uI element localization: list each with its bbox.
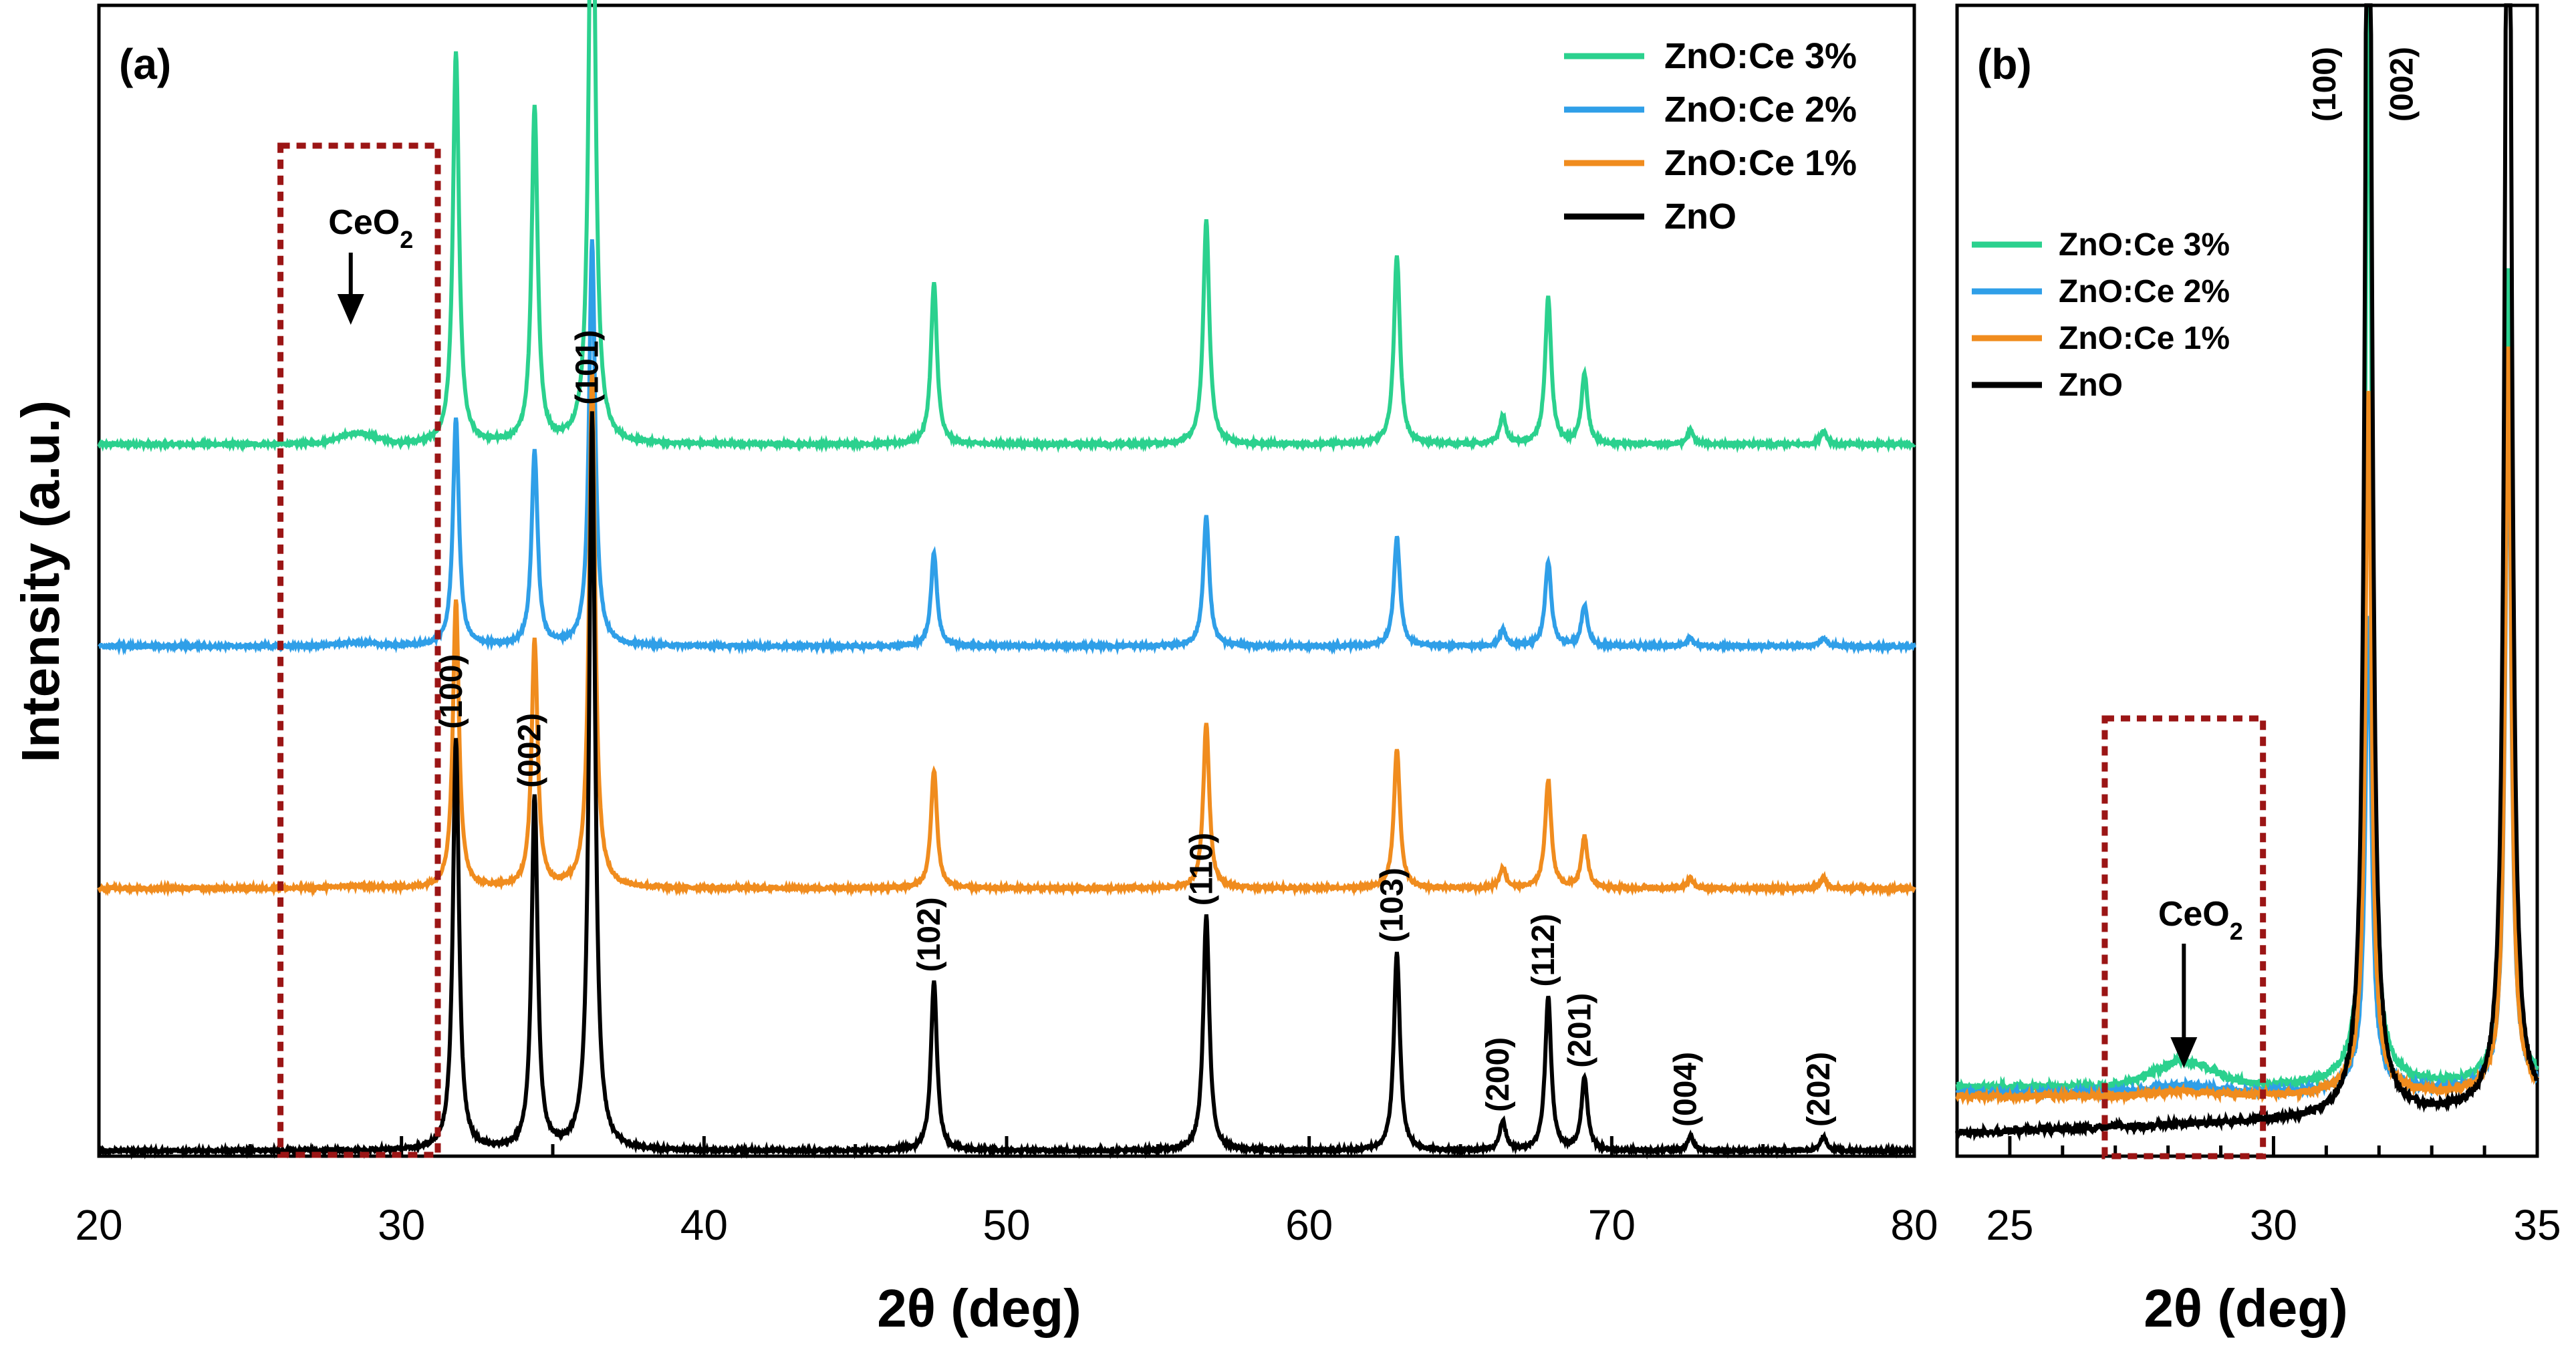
legend-a: ZnO:Ce 3% ZnO:Ce 2% ZnO:Ce 1% ZnO	[1564, 36, 1857, 237]
tick-label-a-20: 20	[75, 1201, 122, 1249]
panel-b-label: (b)	[1977, 40, 2032, 88]
ceo2-arrow-head-a	[337, 294, 364, 325]
panel-a-frame	[97, 3, 1916, 1158]
legend-b-label-3: ZnO	[2059, 368, 2123, 403]
peak-label-200: (200)	[1480, 1037, 1516, 1112]
ceo2-arrow-head-b	[2170, 1037, 2198, 1068]
panel-b-frame	[1955, 3, 2539, 1158]
trace-b-zno-ce-1-	[1955, 346, 2539, 1107]
peak-label-102: (102)	[912, 897, 947, 972]
peak-label-101: (101)	[570, 330, 606, 405]
x-axis-title-b: 2θ (deg)	[2144, 1278, 2347, 1338]
ceo2-label-b: CeO2	[2158, 895, 2243, 945]
trace-a-zno-ce-3-	[97, 0, 1916, 454]
ceo2-label-a: CeO2	[328, 203, 413, 253]
tick-label-a-40: 40	[680, 1201, 728, 1249]
peak-label-b-100: (100)	[2307, 47, 2343, 122]
legend-b-label-0: ZnO:Ce 3%	[2059, 227, 2230, 263]
tick-label-b-30: 30	[2250, 1201, 2297, 1249]
tick-label-a-80: 80	[1890, 1201, 1938, 1249]
panel-b: (b) 25 30 35 (100) (002) ZnO:Ce 3% ZnO:Ce 2%…	[1955, 3, 2561, 1338]
trace-b-zno	[1955, 3, 2539, 1141]
ceo2-annotation-a: CeO2	[328, 203, 413, 325]
trace-b-zno-ce-2-	[1955, 393, 2539, 1103]
legend-b-label-2: ZnO:Ce 1%	[2059, 321, 2230, 356]
peak-label-b-002: (002)	[2384, 47, 2420, 122]
ceo2-highlight-box-b	[2101, 715, 2267, 1160]
panel-a: (a) 20 30 40 50 60 70 80 (100)(002)(101)(102)(…	[11, 0, 1938, 1338]
trace-a-zno-ce-2-	[98, 239, 1916, 656]
peak-label-002: (002)	[513, 713, 548, 788]
tick-label-a-50: 50	[983, 1201, 1030, 1249]
legend-a-label-2: ZnO:Ce 1%	[1664, 143, 1857, 183]
trace-a-zno	[98, 411, 1916, 1160]
tick-label-b-35: 35	[2513, 1201, 2561, 1249]
tick-label-a-30: 30	[378, 1201, 425, 1249]
legend-a-label-0: ZnO:Ce 3%	[1664, 36, 1857, 76]
legend-b: ZnO:Ce 3% ZnO:Ce 2% ZnO:Ce 1% ZnO	[1972, 227, 2230, 403]
tick-label-b-25: 25	[1986, 1201, 2033, 1249]
peak-label-201: (201)	[1562, 993, 1597, 1068]
ceo2-highlight-box-a	[277, 142, 441, 1158]
panel-a-label: (a)	[119, 40, 171, 88]
tick-label-a-70: 70	[1588, 1201, 1636, 1249]
trace-b-zno-ce-3-	[1955, 3, 2539, 1097]
peak-label-110: (110)	[1184, 833, 1219, 906]
legend-b-label-1: ZnO:Ce 2%	[2059, 274, 2230, 309]
peak-label-103: (103)	[1375, 867, 1410, 942]
ceo2-annotation-b: CeO2	[2158, 895, 2243, 1068]
tick-label-a-60: 60	[1285, 1201, 1333, 1249]
trace-a-zno-ce-1-	[97, 370, 1916, 898]
y-axis-title: Intensity (a.u.)	[11, 400, 70, 763]
legend-a-label-3: ZnO	[1664, 196, 1736, 237]
peak-label-112: (112)	[1526, 914, 1561, 986]
legend-a-label-1: ZnO:Ce 2%	[1664, 90, 1857, 130]
x-axis-title-a: 2θ (deg)	[877, 1278, 1081, 1338]
peak-label-004: (004)	[1668, 1052, 1704, 1127]
peak-label-202: (202)	[1801, 1052, 1837, 1127]
